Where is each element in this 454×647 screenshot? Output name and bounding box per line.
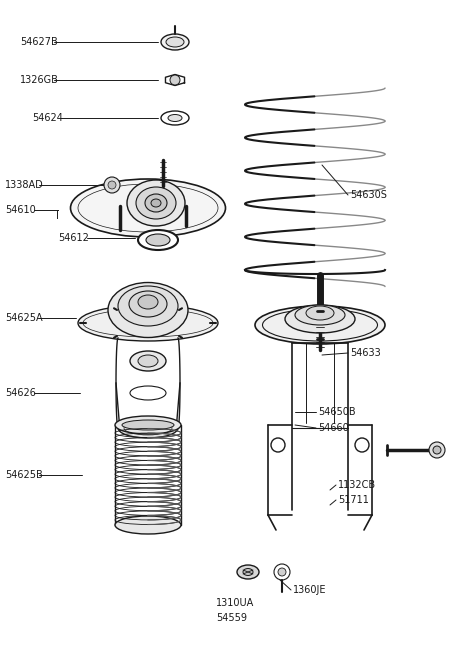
Circle shape — [108, 181, 116, 189]
Text: 54624: 54624 — [32, 113, 63, 123]
Ellipse shape — [118, 286, 178, 326]
Circle shape — [274, 564, 290, 580]
Text: 54612: 54612 — [58, 233, 89, 243]
Ellipse shape — [151, 199, 161, 207]
Ellipse shape — [138, 230, 178, 250]
Text: 54625B: 54625B — [5, 470, 43, 480]
Ellipse shape — [161, 111, 189, 125]
Ellipse shape — [118, 418, 178, 438]
Text: 1338AD: 1338AD — [5, 180, 44, 190]
Circle shape — [355, 438, 369, 452]
Text: 54633: 54633 — [350, 348, 381, 358]
Ellipse shape — [115, 416, 181, 434]
Text: 54630S: 54630S — [350, 190, 387, 200]
Text: 54626: 54626 — [5, 388, 36, 398]
Ellipse shape — [145, 194, 167, 212]
Ellipse shape — [255, 306, 385, 344]
Ellipse shape — [115, 516, 181, 534]
Circle shape — [170, 75, 180, 85]
Text: 54627B: 54627B — [20, 37, 58, 47]
Ellipse shape — [166, 37, 184, 47]
Text: 1132CB: 1132CB — [338, 480, 376, 490]
Circle shape — [429, 442, 445, 458]
Ellipse shape — [138, 295, 158, 309]
Ellipse shape — [146, 234, 170, 246]
Text: 54610: 54610 — [5, 205, 36, 215]
Ellipse shape — [237, 565, 259, 579]
Ellipse shape — [138, 355, 158, 367]
Ellipse shape — [122, 420, 174, 430]
Text: 51711: 51711 — [338, 495, 369, 505]
Ellipse shape — [295, 305, 345, 325]
Circle shape — [278, 568, 286, 576]
Ellipse shape — [130, 386, 166, 400]
Ellipse shape — [243, 569, 253, 575]
Text: 54625A: 54625A — [5, 313, 43, 323]
Ellipse shape — [130, 351, 166, 371]
Circle shape — [104, 177, 120, 193]
Circle shape — [271, 438, 285, 452]
Ellipse shape — [127, 180, 185, 226]
Circle shape — [433, 446, 441, 454]
Ellipse shape — [306, 306, 334, 320]
Text: 1310UA: 1310UA — [216, 598, 254, 608]
Ellipse shape — [168, 115, 182, 122]
Text: 54559: 54559 — [216, 613, 247, 623]
Text: 1360JE: 1360JE — [293, 585, 326, 595]
Text: 54650B: 54650B — [318, 407, 355, 417]
Text: 54660: 54660 — [318, 423, 349, 433]
Text: 1326GB: 1326GB — [20, 75, 59, 85]
Ellipse shape — [70, 179, 226, 237]
Ellipse shape — [129, 291, 167, 317]
Ellipse shape — [136, 187, 176, 219]
Ellipse shape — [78, 305, 218, 341]
Ellipse shape — [108, 283, 188, 338]
Ellipse shape — [285, 305, 355, 333]
Ellipse shape — [161, 34, 189, 50]
